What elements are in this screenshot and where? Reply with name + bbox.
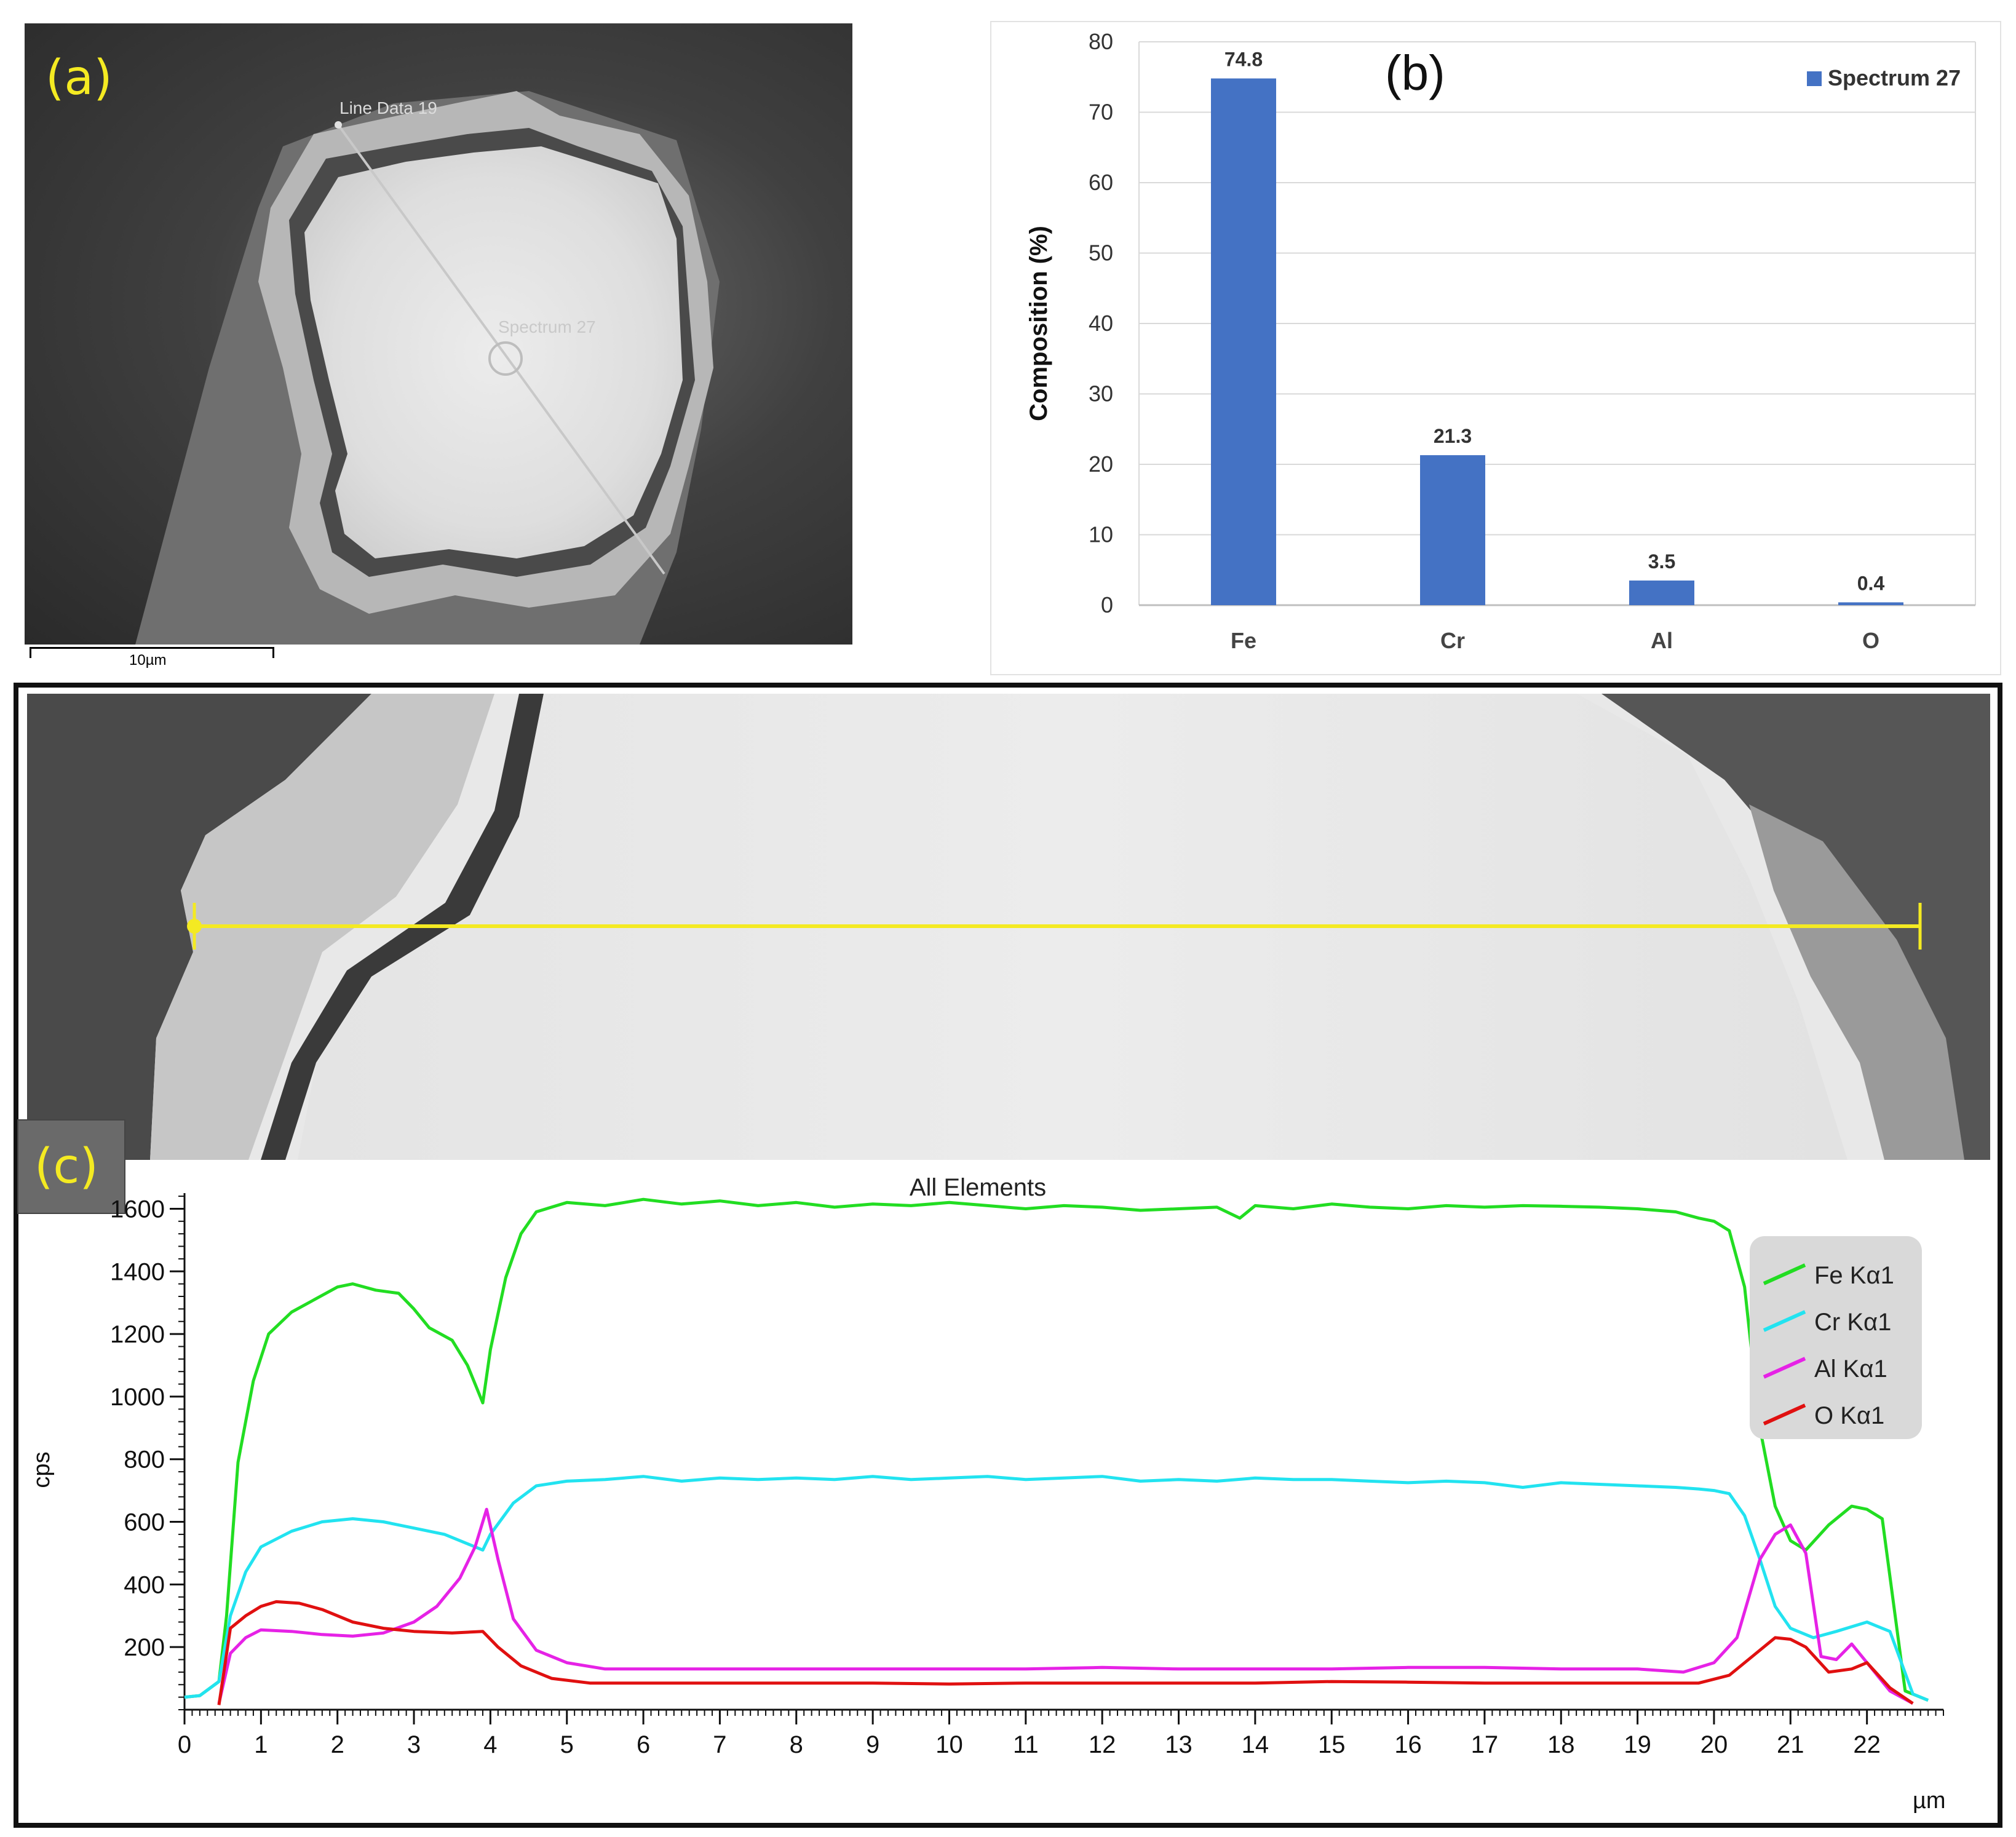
line-xtick-label: 21 bbox=[1777, 1731, 1804, 1758]
panel-a-label: (a) bbox=[46, 50, 113, 106]
bar-data-label: 74.8 bbox=[1224, 49, 1263, 71]
line-xtick-label: 20 bbox=[1701, 1731, 1728, 1758]
line-xtick-label: 16 bbox=[1394, 1731, 1422, 1758]
line-ytick-label: 1400 bbox=[110, 1258, 165, 1285]
series-o-line bbox=[217, 1600, 1914, 1705]
line-legend-swatch bbox=[1763, 1310, 1806, 1332]
line-data-19 bbox=[337, 124, 665, 575]
bar-ytick-label: 10 bbox=[1089, 522, 1113, 547]
bar-data-label: 21.3 bbox=[1434, 425, 1472, 447]
line-xtick-label: 9 bbox=[866, 1731, 879, 1758]
bar-category-label: O bbox=[1862, 628, 1879, 653]
line-xtick-label: 8 bbox=[790, 1731, 803, 1758]
line-legend-box bbox=[1750, 1236, 1922, 1439]
line-xtick-label: 14 bbox=[1242, 1731, 1269, 1758]
line-xtick-label: 1 bbox=[254, 1731, 268, 1758]
series-cr-line bbox=[184, 1475, 1929, 1702]
right-edge-bright bbox=[1749, 804, 1964, 1160]
bar-ytick-label: 30 bbox=[1089, 381, 1113, 407]
panel-c-label: (c) bbox=[34, 1139, 98, 1194]
line-scan-start-dot bbox=[187, 919, 202, 934]
line-ytick-label: 800 bbox=[124, 1446, 165, 1474]
line-legend-label: Fe Kα1 bbox=[1814, 1262, 1894, 1289]
spectrum-27-marker bbox=[488, 341, 523, 376]
panel-c-label-box bbox=[17, 1119, 125, 1214]
line-xtick-label: 0 bbox=[178, 1731, 191, 1758]
left-dark-band bbox=[261, 694, 544, 1160]
bar-category-label: Al bbox=[1651, 628, 1673, 653]
line-scan-chart-panel: All Elements 200 400 600 800 1000 1200 1400 1600… bbox=[18, 1168, 1995, 1822]
bar-category-label: Fe bbox=[1231, 628, 1256, 653]
sem-image-panel-c bbox=[27, 694, 1990, 1160]
line-xtick-label: 15 bbox=[1318, 1731, 1346, 1758]
line-xtick-label: 4 bbox=[483, 1731, 497, 1758]
bar-legend-swatch bbox=[1807, 71, 1822, 86]
line-legend-label: O Kα1 bbox=[1814, 1402, 1884, 1429]
bar-ytick-label: 80 bbox=[1089, 29, 1113, 54]
sem-image-a bbox=[135, 91, 720, 645]
line-scan-chart: All Elements2004006008001000120014001600… bbox=[29, 1174, 1946, 1814]
bar-ytick-label: 70 bbox=[1089, 100, 1113, 125]
bar-data-label: 3.5 bbox=[1648, 550, 1675, 573]
right-background bbox=[1601, 694, 1990, 1160]
line-xtick-label: 7 bbox=[713, 1731, 726, 1758]
bar-ytick-label: 0 bbox=[1101, 592, 1113, 617]
bar-cr bbox=[1420, 455, 1485, 605]
bar-ylabel: Composition (%) bbox=[1025, 226, 1052, 421]
bar-ytick-label: 50 bbox=[1089, 240, 1113, 266]
bar-ytick-label: 40 bbox=[1089, 311, 1113, 336]
line-data-start bbox=[335, 121, 342, 129]
bar-chart-panel-b: 0 10 20 30 40 50 60 70 80 Composition (%) 74.8 Fe 21… bbox=[990, 21, 2001, 675]
wire-core bbox=[304, 146, 683, 558]
bar-fe bbox=[1211, 78, 1276, 606]
line-xtick-label: 12 bbox=[1089, 1731, 1116, 1758]
line-legend-swatch bbox=[1763, 1357, 1806, 1379]
line-xtick-label: 11 bbox=[1013, 1731, 1039, 1758]
bar-data-label: 0.4 bbox=[1857, 572, 1885, 594]
line-xtick-label: 18 bbox=[1547, 1731, 1575, 1758]
bar-chart-title: (b) bbox=[1385, 46, 1445, 100]
line-legend-swatch bbox=[1763, 1263, 1806, 1285]
line-xtick-label: 17 bbox=[1471, 1731, 1499, 1758]
bar-ytick-label: 20 bbox=[1089, 451, 1113, 477]
bar-chart: 0 10 20 30 40 50 60 70 80 Composition (%) 74.8 Fe 21… bbox=[1025, 29, 1976, 653]
line-ytick-label: 1600 bbox=[110, 1196, 165, 1223]
line-legend-swatch bbox=[1763, 1403, 1806, 1426]
line-ytick-label: 200 bbox=[124, 1634, 165, 1661]
spectrum-label: Spectrum 27 bbox=[498, 317, 596, 336]
bar-ytick-label: 60 bbox=[1089, 170, 1113, 195]
line-ytick-label: 1200 bbox=[110, 1321, 165, 1348]
line-xtick-label: 10 bbox=[935, 1731, 963, 1758]
series-fe-line bbox=[184, 1197, 1929, 1702]
line-legend-label: Al Kα1 bbox=[1814, 1355, 1887, 1383]
bar-legend-label: Spectrum 27 bbox=[1828, 65, 1961, 90]
line-xtick-label: 5 bbox=[560, 1731, 574, 1758]
line-xtick-label: 2 bbox=[331, 1731, 344, 1758]
line-chart-title: All Elements bbox=[910, 1174, 1046, 1201]
bar-o bbox=[1838, 602, 1903, 605]
series-al-line bbox=[217, 1507, 1914, 1705]
bar-category-label: Cr bbox=[1440, 628, 1465, 653]
line-xlabel: µm bbox=[1913, 1788, 1946, 1814]
line-xtick-label: 13 bbox=[1165, 1731, 1193, 1758]
sem-image-c bbox=[27, 694, 1990, 1160]
line-xtick-label: 3 bbox=[407, 1731, 421, 1758]
left-background bbox=[27, 694, 371, 1160]
scale-bar bbox=[30, 647, 274, 658]
line-legend-label: Cr Kα1 bbox=[1814, 1309, 1891, 1336]
line-xtick-label: 6 bbox=[637, 1731, 650, 1758]
line-data-label: Line Data 19 bbox=[339, 98, 437, 117]
line-xtick-label: 19 bbox=[1624, 1731, 1651, 1758]
line-ylabel: cps bbox=[29, 1451, 55, 1488]
bar-al bbox=[1629, 580, 1694, 605]
scale-bar-label: 10µm bbox=[129, 652, 167, 669]
line-xtick-label: 22 bbox=[1853, 1731, 1881, 1758]
line-ytick-label: 1000 bbox=[110, 1384, 165, 1411]
line-ytick-label: 400 bbox=[124, 1571, 165, 1598]
line-ytick-label: 600 bbox=[124, 1509, 165, 1536]
sem-image-panel-a: (a) Line Data 19 Spectrum 27 bbox=[25, 23, 852, 645]
